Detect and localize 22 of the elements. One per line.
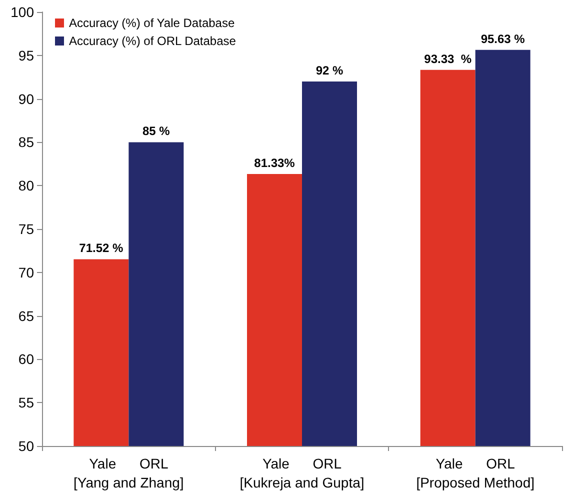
data-label: 92 % [316, 63, 344, 78]
x-tick-label: Yale ORL [Proposed Method] [416, 456, 534, 490]
legend-label: Accuracy (%) of ORL Database [69, 34, 236, 48]
x-tick-label: Yale ORL [Yang and Zhang] [74, 456, 184, 490]
y-tick-label: 85 [18, 134, 34, 150]
x-tick-label: Yale ORL [Kukreja and Gupta] [240, 456, 364, 490]
data-label: 81.33% [254, 156, 296, 170]
y-tick-label: 55 [18, 394, 34, 411]
data-label: 71.52 % [79, 241, 124, 256]
y-tick-label: 80 [18, 178, 34, 194]
y-tick-label: 95 [18, 47, 34, 64]
data-label: 85 % [142, 124, 170, 138]
data-label: 95.63 % [480, 32, 526, 46]
y-tick-label: 75 [18, 221, 34, 237]
legend-label: Accuracy (%) of Yale Database [69, 16, 235, 30]
y-tick-label: 65 [18, 308, 34, 324]
y-tick-label: 60 [18, 351, 34, 368]
y-tick-label: 100 [10, 4, 34, 20]
y-tick-label: 50 [18, 438, 34, 454]
y-tick-label: 90 [18, 90, 34, 107]
y-tick-label: 70 [18, 264, 34, 280]
data-label: 93.33 % [424, 52, 472, 66]
